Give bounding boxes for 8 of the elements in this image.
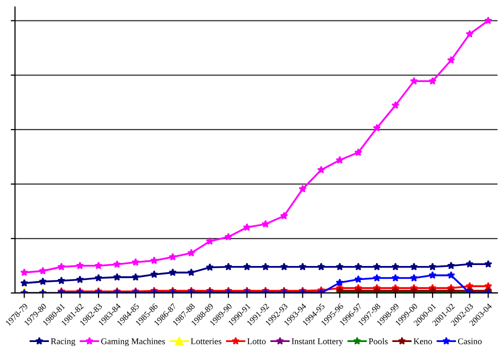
legend-label: Lotto (247, 338, 266, 344)
legend-label: Lotteries (190, 338, 222, 344)
legend-label: Casino (458, 338, 482, 344)
legend-label: Instant Lottery (292, 338, 344, 346)
legend-label: Gaming Machines (101, 338, 165, 346)
legend-label: Keno (414, 338, 432, 344)
legend-label: Racing (50, 338, 76, 346)
legend-label: Pools (368, 338, 388, 344)
